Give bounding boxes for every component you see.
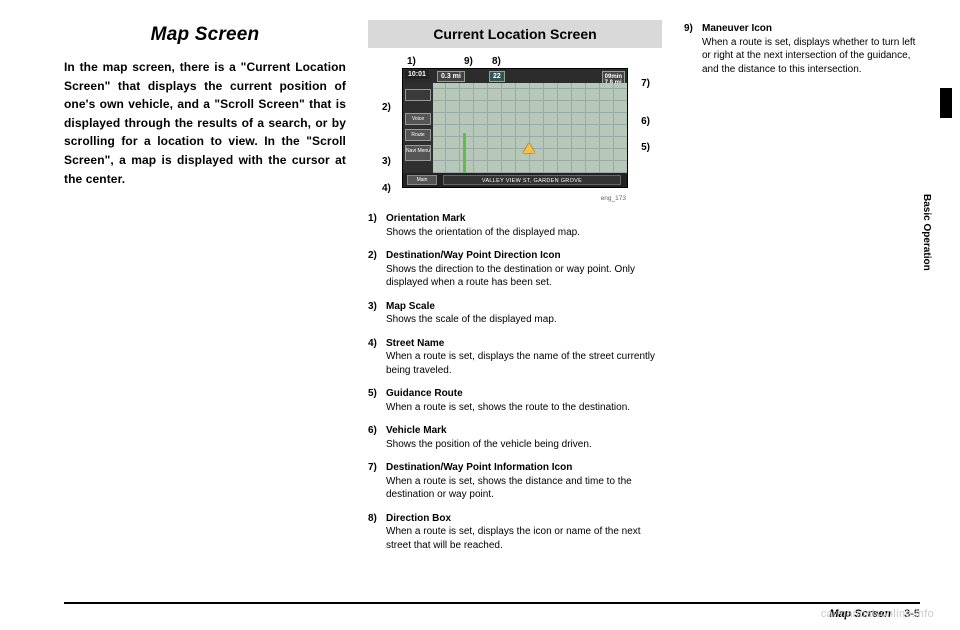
definitions-right: 9)Maneuver Icon When a route is set, dis… [684, 22, 920, 76]
def-title: Maneuver Icon [702, 23, 772, 34]
page-title: Map Screen [64, 24, 346, 46]
def-item: 4)Street Name When a route is set, displ… [368, 337, 662, 378]
def-desc: When a route is set, shows the route to … [386, 401, 662, 415]
map-area [403, 83, 627, 173]
direction-btn [405, 89, 431, 101]
definitions-mid: 1)Orientation Mark Shows the orientation… [368, 212, 662, 552]
def-item: 3)Map Scale Shows the scale of the displ… [368, 300, 662, 327]
voice-btn: Voice [405, 113, 431, 125]
manual-page: Map Screen In the map screen, there is a… [0, 0, 960, 630]
route-btn: Route [405, 129, 431, 141]
callout-9: 9) [462, 56, 475, 67]
screenshot-figure: 10:01 0.3 mi 22 09min 7.8 mi [378, 56, 652, 200]
shot-bottombar: Main VALLEY VIEW ST, GARDEN GROVE [403, 173, 627, 187]
def-title: Map Scale [386, 301, 435, 312]
intro-paragraph: In the map screen, there is a "Current L… [64, 58, 346, 188]
clock-badge: 10:01 [405, 70, 429, 79]
def-item: 1)Orientation Mark Shows the orientation… [368, 212, 662, 239]
section-tab: Basic Operation [934, 104, 952, 254]
def-num: 1) [368, 212, 386, 226]
def-title: Destination/Way Point Direction Icon [386, 250, 561, 261]
callout-8: 8) [490, 56, 503, 67]
def-item: 7)Destination/Way Point Information Icon… [368, 461, 662, 502]
col-right: 9)Maneuver Icon When a route is set, dis… [684, 20, 920, 564]
callout-5: 5) [639, 142, 652, 153]
page-footer: Map Screen 3-5 [64, 602, 920, 604]
col-left: Map Screen In the map screen, there is a… [64, 20, 346, 564]
main-btn: Main [407, 175, 437, 185]
def-title: Vehicle Mark [386, 425, 447, 436]
def-desc: When a route is set, displays whether to… [702, 36, 920, 77]
watermark: carmanualsonline.info [821, 608, 934, 620]
def-desc: When a route is set, shows the distance … [386, 475, 662, 502]
def-desc: Shows the scale of the displayed map. [386, 313, 662, 327]
def-num: 7) [368, 461, 386, 475]
def-num: 2) [368, 249, 386, 263]
def-title: Street Name [386, 338, 444, 349]
def-item: 6)Vehicle Mark Shows the position of the… [368, 424, 662, 451]
shot-sidebar: Voice Route Navi Menu [403, 83, 433, 173]
def-item: 8)Direction Box When a route is set, dis… [368, 512, 662, 553]
nav-screenshot: 10:01 0.3 mi 22 09min 7.8 mi [402, 68, 628, 188]
callout-3: 3) [380, 156, 393, 167]
def-desc: When a route is set, displays the name o… [386, 350, 662, 377]
def-num: 3) [368, 300, 386, 314]
def-title: Guidance Route [386, 388, 463, 399]
def-desc: Shows the orientation of the displayed m… [386, 226, 662, 240]
street-name-bar: VALLEY VIEW ST, GARDEN GROVE [443, 175, 621, 185]
scale-badge: 0.3 mi [437, 71, 465, 82]
section-tab-label: Basic Operation [921, 194, 932, 271]
vehicle-mark-icon [523, 143, 535, 153]
image-ref: eng_173 [601, 195, 626, 202]
callout-4: 4) [380, 183, 393, 194]
def-item: 2)Destination/Way Point Direction Icon S… [368, 249, 662, 290]
callout-2: 2) [380, 102, 393, 113]
def-desc: When a route is set, displays the icon o… [386, 525, 662, 552]
def-title: Direction Box [386, 513, 451, 524]
navi-menu-btn: Navi Menu [405, 145, 431, 161]
def-title: Orientation Mark [386, 213, 465, 224]
columns: Map Screen In the map screen, there is a… [64, 20, 920, 564]
def-desc: Shows the position of the vehicle being … [386, 438, 662, 452]
def-num: 4) [368, 337, 386, 351]
def-desc: Shows the direction to the destination o… [386, 263, 662, 290]
def-title: Destination/Way Point Information Icon [386, 462, 572, 473]
shot-topbar: 10:01 0.3 mi 22 09min 7.8 mi [403, 69, 627, 83]
def-num: 9) [684, 22, 702, 36]
col-middle: Current Location Screen 10:01 0.3 mi 22 … [368, 20, 662, 564]
callout-7: 7) [639, 78, 652, 89]
def-item: 9)Maneuver Icon When a route is set, dis… [684, 22, 920, 76]
panel-heading: Current Location Screen [368, 20, 662, 48]
highway-badge: 22 [489, 71, 505, 82]
def-num: 6) [368, 424, 386, 438]
def-num: 5) [368, 387, 386, 401]
callout-6: 6) [639, 116, 652, 127]
def-item: 5)Guidance Route When a route is set, sh… [368, 387, 662, 414]
callout-1: 1) [405, 56, 418, 67]
def-num: 8) [368, 512, 386, 526]
